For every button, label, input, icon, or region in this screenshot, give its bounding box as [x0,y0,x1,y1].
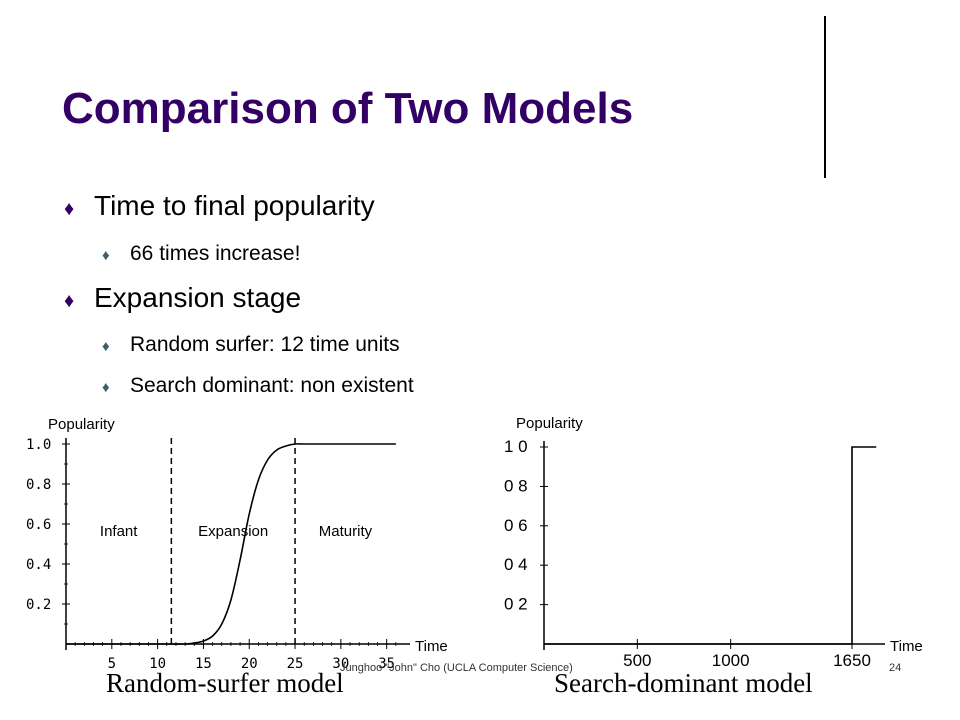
x-tick-label: 500 [623,651,651,670]
slide-title: Comparison of Two Models [62,84,634,133]
x-tick-label: 1650 [833,651,871,670]
y-tick-label: 0.2 [26,597,51,613]
x-axis-label: Time [415,638,448,655]
caption-search-dominant: Search-dominant model [554,668,813,698]
stage-label: Infant [100,523,138,540]
bullet-random-surfer: ♦ Random surfer: 12 time units [102,333,400,357]
y-tick-label: 0.4 [26,557,51,573]
bullet-66-times: ♦ 66 times increase! [102,242,300,266]
caption-random-surfer: Random-surfer model [106,668,344,698]
bullet-text: Time to final popularity [94,190,375,221]
series-line [544,446,877,645]
bullet-expansion-stage: ♦ Expansion stage [64,282,301,314]
y-tick-label: 1.0 [26,437,51,453]
y-axis-label: Popularity [516,415,583,432]
y-tick-label: 0 6 [504,516,528,535]
bullet-time-to-final-popularity: ♦ Time to final popularity [64,190,375,222]
y-tick-label: 0 4 [504,555,528,574]
bullet-search-dominant: ♦ Search dominant: non existent [102,374,414,398]
vertical-divider-line [824,16,826,178]
x-tick-label: 20 [241,656,258,672]
bullet-text: Search dominant: non existent [130,374,414,397]
y-tick-label: 0.8 [26,477,51,493]
y-tick-label: 0 2 [504,595,528,614]
x-tick-label: 35 [378,656,395,672]
diamond-bullet-icon: ♦ [102,379,110,396]
x-tick-label: 5 [108,656,116,672]
page-number: 24 [889,662,902,674]
y-tick-label: 0.6 [26,517,51,533]
x-tick-label: 1000 [712,651,750,670]
bullet-text: Random surfer: 12 time units [130,333,400,356]
y-tick-label: 1 0 [504,437,528,456]
stage-label: Maturity [319,523,373,540]
diamond-bullet-icon: ♦ [64,198,75,220]
x-axis-label: Time [890,638,923,655]
x-tick-label: 10 [149,656,166,672]
series-line [66,443,396,645]
bullet-text: 66 times increase! [130,242,301,265]
stage-label: Expansion [198,523,268,540]
bullet-text: Expansion stage [94,282,302,313]
x-tick-label: 30 [332,656,349,672]
x-tick-label: 25 [287,656,304,672]
diamond-bullet-icon: ♦ [64,290,75,312]
diamond-bullet-icon: ♦ [102,338,110,355]
y-axis-label: Popularity [48,416,115,433]
x-tick-label: 15 [195,656,212,672]
footer-author: Junghoo "John" Cho (UCLA Computer Scienc… [340,662,573,674]
y-tick-label: 0 8 [504,476,528,495]
diamond-bullet-icon: ♦ [102,247,110,264]
